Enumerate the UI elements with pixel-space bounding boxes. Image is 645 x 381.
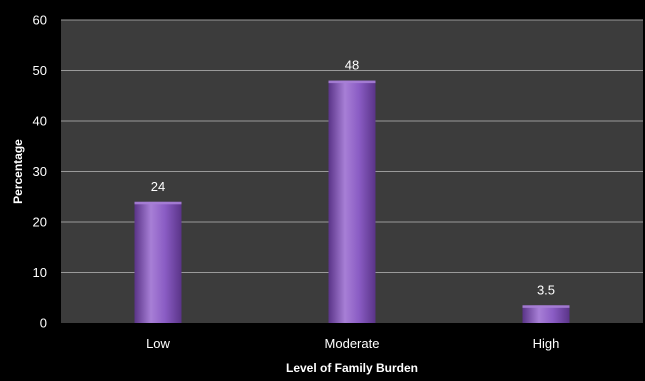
y-axis-ticks: 0 10 20 30 40 50 60 — [33, 13, 47, 331]
x-category-label-low: Low — [146, 336, 170, 351]
y-axis-title: Percentage — [11, 139, 25, 204]
y-tick-label: 20 — [33, 215, 47, 230]
bar-cap-high — [522, 305, 570, 308]
y-tick-label: 60 — [33, 13, 47, 28]
x-category-label-moderate: Moderate — [325, 336, 380, 351]
bar-high — [522, 305, 570, 323]
bar-moderate — [328, 80, 376, 323]
bar-cap-low — [134, 201, 182, 205]
data-label-low: 24 — [151, 179, 165, 194]
x-axis-title: Level of Family Burden — [286, 361, 418, 375]
y-tick-label: 30 — [33, 164, 47, 179]
data-label-moderate: 48 — [345, 58, 359, 73]
x-category-label-high: High — [533, 336, 560, 351]
bar-low — [134, 201, 182, 323]
y-tick-label: 10 — [33, 265, 47, 280]
y-tick-label: 40 — [33, 114, 47, 129]
data-label-high: 3.5 — [537, 282, 555, 297]
data-labels: 24 48 3.5 — [151, 58, 555, 298]
x-axis-categories: Low Moderate High — [146, 336, 559, 351]
bar-cap-moderate — [328, 80, 376, 84]
y-tick-label: 50 — [33, 63, 47, 78]
y-tick-label: 0 — [40, 316, 47, 331]
bars — [134, 80, 570, 323]
